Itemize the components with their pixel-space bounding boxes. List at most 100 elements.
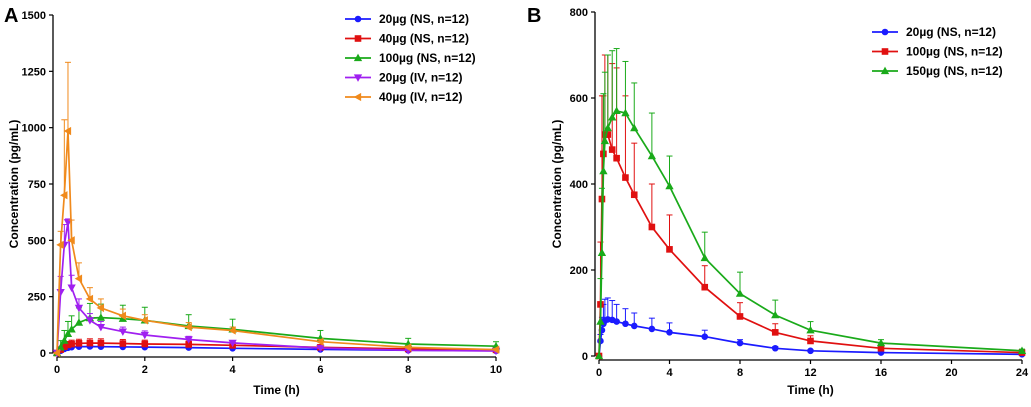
legend-label: 20µg (NS, n=12) — [906, 25, 996, 39]
data-point — [630, 191, 638, 199]
data-point — [665, 181, 674, 190]
data-point — [118, 328, 127, 336]
data-point — [67, 236, 75, 245]
x-tick-label: 8 — [405, 364, 411, 376]
legend-marker — [354, 15, 362, 23]
data-point — [806, 325, 815, 334]
data-point — [736, 339, 744, 347]
data-point — [771, 310, 780, 319]
data-point — [118, 311, 126, 320]
data-point — [97, 339, 105, 347]
data-point — [622, 320, 629, 328]
data-point — [630, 322, 638, 330]
data-point — [596, 317, 605, 325]
data-point — [60, 191, 68, 200]
legend-entry-a-4: 20µg (IV, n=12) — [345, 71, 463, 85]
legend-marker — [353, 74, 363, 82]
y-tick-label: 1000 — [22, 123, 46, 135]
data-point — [735, 289, 745, 297]
legend-marker — [881, 28, 889, 36]
legend-entry-b-2: 100µg (NS, n=12) — [872, 45, 1003, 59]
data-point — [608, 146, 616, 153]
series-a-5 — [52, 61, 500, 358]
legend-marker — [353, 53, 363, 62]
legend-entry-a-1: 20µg (NS, n=12) — [345, 12, 469, 26]
data-point — [701, 283, 709, 291]
data-point — [67, 284, 76, 292]
data-point — [594, 351, 604, 360]
legend-label: 40µg (IV, n=12) — [379, 90, 463, 104]
data-point — [74, 318, 84, 326]
data-point — [666, 246, 673, 253]
data-point — [228, 326, 236, 335]
legend-entry-a-5: 40µg (IV, n=12) — [345, 90, 463, 104]
x-tick-label: 2 — [142, 364, 148, 376]
y-axis-title: Concentration (pg/mL) — [7, 120, 21, 249]
data-point — [807, 347, 814, 355]
x-tick-label: 10 — [490, 364, 502, 376]
data-point — [68, 340, 75, 348]
y-tick-label: 600 — [570, 93, 588, 105]
data-point — [228, 339, 237, 348]
data-point — [613, 318, 620, 325]
data-point — [666, 329, 673, 336]
series-a-4 — [52, 218, 501, 358]
series-b-3 — [594, 48, 1027, 360]
x-tick-label: 20 — [945, 367, 957, 379]
x-tick-label: 0 — [596, 367, 602, 379]
data-point — [603, 123, 612, 132]
legend-label: 100µg (NS, n=12) — [379, 51, 476, 65]
data-point — [876, 338, 886, 347]
data-point — [630, 123, 639, 132]
legend-label: 20µg (NS, n=12) — [379, 12, 469, 26]
x-axis-title: Time (h) — [253, 383, 299, 397]
data-point — [96, 323, 106, 332]
data-point — [612, 106, 621, 115]
legend-marker — [880, 66, 890, 75]
y-tick-label: 400 — [570, 179, 588, 191]
legend-entry-b-3: 150µg (NS, n=12) — [872, 64, 1003, 78]
y-tick-label: 800 — [570, 7, 588, 19]
data-point — [613, 154, 620, 162]
y-tick-label: 1500 — [22, 10, 46, 22]
data-point — [1017, 346, 1027, 354]
data-point — [140, 331, 149, 340]
data-point — [648, 325, 656, 333]
data-point — [316, 337, 324, 346]
legend-entry-a-3: 100µg (NS, n=12) — [345, 51, 476, 65]
data-point — [771, 329, 779, 336]
data-point — [621, 108, 630, 117]
y-axis-title: Concentration (pg/mL) — [550, 120, 564, 249]
data-point — [622, 174, 629, 181]
x-axis-title: Time (h) — [787, 383, 833, 397]
data-point — [67, 325, 76, 333]
data-point — [63, 126, 72, 136]
data-point — [701, 333, 709, 340]
data-point — [184, 336, 193, 344]
x-tick-label: 16 — [875, 367, 887, 379]
legend-label: 100µg (NS, n=12) — [906, 45, 1003, 59]
series-line — [598, 109, 1023, 357]
data-point — [608, 113, 617, 121]
data-point — [807, 337, 814, 345]
data-point — [771, 344, 779, 352]
data-point — [316, 344, 325, 353]
y-tick-label: 750 — [28, 179, 46, 191]
x-tick-label: 8 — [737, 367, 743, 379]
data-point — [700, 253, 709, 262]
x-tick-label: 24 — [1016, 367, 1029, 379]
legend-marker — [881, 48, 889, 55]
data-point — [599, 166, 608, 175]
legend-label: 20µg (IV, n=12) — [379, 71, 463, 85]
data-point — [86, 339, 94, 347]
panel-b-chart: B 0 4 8 12 16 20 24 0 200 400 600 800 Time (h) Concent… — [527, 5, 1029, 397]
data-point — [74, 304, 84, 313]
data-point — [63, 329, 73, 337]
legend-label: 150µg (NS, n=12) — [906, 64, 1003, 78]
data-point — [140, 316, 148, 325]
data-point — [141, 340, 149, 348]
legend-marker — [353, 92, 362, 102]
data-point — [491, 345, 500, 354]
panel-label-a: A — [4, 5, 18, 27]
